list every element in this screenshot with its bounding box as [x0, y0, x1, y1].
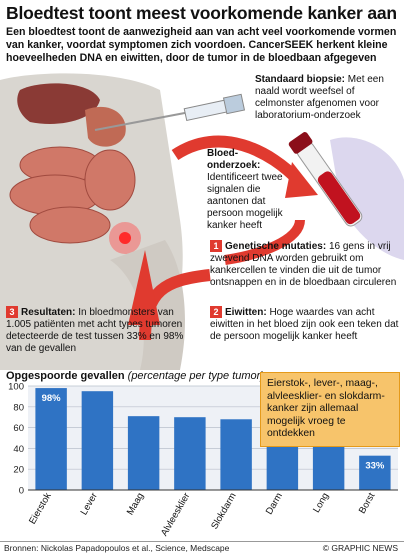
step-1-title: Genetische mutaties:: [225, 241, 327, 252]
intro-text: Een bloedtest toont de aanwezigheid aan …: [6, 26, 397, 64]
y-tick-label: 80: [13, 402, 24, 413]
blood-test-desc: Identificeert twee signalen die aantonen…: [207, 172, 283, 231]
step-1: 1 Genetische mutaties: 16 gens in vrij zw…: [210, 240, 400, 289]
biopsy-desc: Met een naald wordt weefsel of celmonste…: [255, 74, 384, 121]
step-1-number: 1: [210, 240, 222, 252]
biopsy-title: Standaard biopsie:: [255, 74, 346, 85]
step-2-number: 2: [210, 306, 222, 318]
biopsy-needle: [94, 93, 246, 131]
bar: [359, 455, 391, 490]
x-tick-label: Eierstok: [27, 491, 54, 526]
y-tick-label: 0: [19, 486, 24, 497]
step-3: 3 Resultaten: In bloedmonsters van 1.005 …: [6, 306, 201, 355]
step-1-desc: 16 gens in vrij zwevend DNA worden gebru…: [210, 241, 397, 288]
credit-text: © GRAPHIC NEWS: [322, 543, 398, 553]
sources-text: Bronnen: Nickolas Papadopoulos et al., S…: [4, 543, 230, 553]
blood-tube: [288, 132, 363, 227]
x-tick-label: Maag: [125, 491, 146, 517]
x-tick-label: Borst: [357, 491, 378, 516]
arrow-back: [139, 269, 211, 341]
step-2: 2 Eiwitten: Hoge waardes van acht eiwitte…: [210, 306, 400, 343]
bar: [174, 417, 206, 490]
intestine-shape: [9, 146, 136, 244]
divider: [0, 541, 404, 542]
biopsy-text: Standaard biopsie: Met een naald wordt w…: [255, 74, 401, 122]
x-tick-label: Darm: [264, 491, 285, 517]
step-2-title: Eiwitten:: [225, 307, 267, 318]
step-3-number: 3: [6, 306, 18, 318]
x-tick-label: Slokdarm: [209, 491, 239, 531]
step-2-desc: Hoge waardes van acht eiwitten in het bl…: [210, 307, 399, 342]
step-3-title: Resultaten:: [21, 307, 76, 318]
chart-title: Opgespoorde gevallen (percentage per typ…: [6, 370, 264, 382]
bar: [81, 391, 114, 490]
step-3-desc: In bloedmonsters van 1.005 patiënten met…: [6, 307, 184, 354]
arrow-to-blood: [171, 135, 305, 187]
data-label: 98%: [42, 393, 62, 404]
page-title: Bloedtest toont meest voorkomende kanker…: [6, 3, 397, 23]
arrow-head-back: [128, 250, 160, 325]
x-tick-label: Alvleesklier: [159, 491, 193, 538]
y-tick-label: 20: [13, 465, 24, 476]
tumor: [119, 232, 131, 244]
bar: [127, 416, 160, 490]
x-tick-label: Long: [311, 491, 331, 515]
blood-test-text: Bloed-onderzoek: Identificeert twee sign…: [207, 148, 287, 232]
data-label: 33%: [365, 461, 385, 472]
bar: [220, 419, 252, 490]
arrow-down: [224, 219, 305, 265]
liver-shape: [17, 83, 101, 124]
callout-box: Eierstok-, lever-, maag-, alvleesklier- …: [260, 372, 400, 447]
blood-test-title: Bloed-onderzoek:: [207, 148, 261, 171]
illustration: [0, 70, 404, 370]
stomach-shape: [85, 106, 126, 147]
x-tick-label: Lever: [79, 491, 100, 517]
y-tick-label: 40: [13, 444, 24, 455]
bar: [35, 388, 67, 490]
chart-subtitle: (percentage per type tumor): [127, 370, 265, 382]
arrow-head-blood: [285, 162, 318, 198]
chart-title-main: Opgespoorde gevallen: [6, 370, 125, 382]
hand-shape: [330, 137, 404, 260]
y-tick-label: 100: [8, 382, 24, 393]
y-tick-label: 60: [13, 423, 24, 434]
